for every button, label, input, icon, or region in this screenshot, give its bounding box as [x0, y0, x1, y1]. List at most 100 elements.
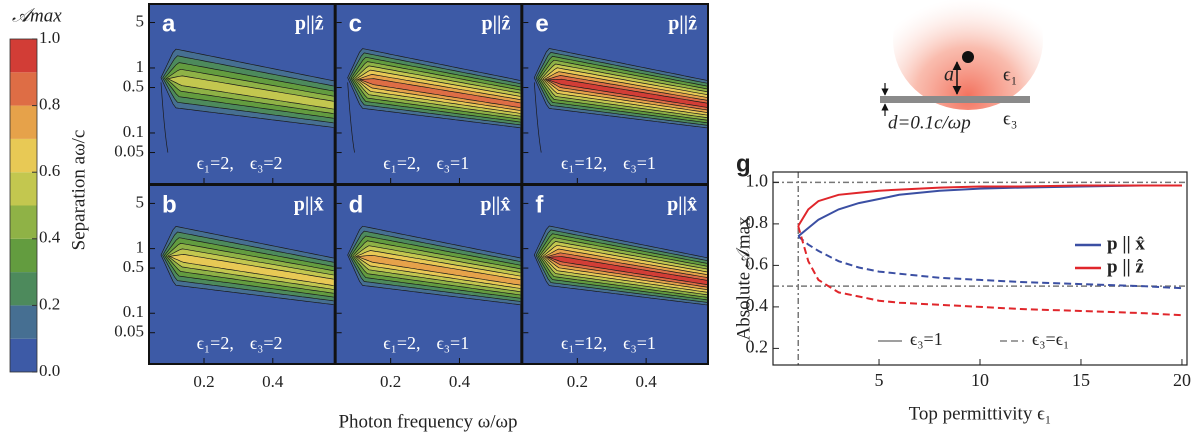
contour-band — [356, 254, 521, 286]
panel-polarization: p||x̂ — [294, 194, 324, 216]
contour-panel: e p||ẑ ϵ₁=12, ϵ₃=1 — [523, 5, 707, 183]
y-axis-label: Separation aω/c — [68, 130, 89, 251]
y-tick-label: 5 — [136, 192, 145, 211]
y-tick-label: 1 — [136, 57, 145, 76]
x-tick-label: 15 — [1072, 370, 1090, 390]
colorbar-band — [10, 338, 37, 372]
panel-eps1: ϵ₁=12, — [561, 153, 607, 173]
eps1-label: ϵ₁ — [1003, 64, 1017, 85]
colorbar-band — [10, 205, 37, 239]
panel-eps3: ϵ₃=1 — [437, 153, 470, 173]
schematic: a ϵ₁ ϵ₃ d=0.1c/ωp — [880, 0, 1043, 133]
x-tick-label: 0.2 — [567, 372, 588, 391]
panel-polarization: p||ẑ — [482, 13, 511, 35]
panel-eps1: ϵ₁=12, — [561, 333, 607, 353]
slab — [880, 96, 1030, 103]
contour-panel: a p||ẑ ϵ₁=2, ϵ₃=2 — [150, 5, 334, 183]
x-axis-label: Top permittivity ϵ₁ — [909, 403, 1052, 424]
contour-stem — [347, 82, 355, 153]
panel-eps1: ϵ₁=2, — [197, 333, 234, 353]
x-tick-label: 0.4 — [635, 372, 657, 391]
colorbar-band — [10, 238, 37, 273]
panel-polarization: p||x̂ — [667, 194, 697, 216]
colorbar-band — [10, 305, 37, 339]
colorbar-tick-label: 1.0 — [39, 28, 60, 47]
colorbar-band — [10, 272, 37, 306]
y-tick-label: 0.1 — [123, 302, 144, 321]
y-axis-label: Absolute 𝒜max — [733, 216, 754, 341]
panel-eps3: ϵ₃=1 — [623, 333, 656, 353]
colorbar-tick-label: 0.0 — [39, 361, 60, 380]
panel-eps1: ϵ₁=2, — [197, 153, 234, 173]
panel-letter: c — [349, 10, 362, 37]
panel-eps3: ϵ₃=1 — [623, 153, 656, 173]
x-tick-label: 0.2 — [193, 372, 214, 391]
y-tick-label: 0.05 — [114, 322, 144, 341]
contour-band — [168, 254, 334, 286]
y-tick-label: 1.0 — [746, 171, 769, 191]
x-tick-label: 5 — [875, 370, 884, 390]
y-tick-label: 0.05 — [114, 141, 144, 160]
emitter — [962, 51, 974, 63]
contour-band — [166, 75, 334, 110]
contour-band — [547, 256, 707, 285]
colorbar-tick-label: 0.2 — [39, 294, 60, 313]
colorbar-band — [10, 138, 37, 173]
contour-bands — [533, 48, 707, 129]
panel-polarization: p||x̂ — [480, 194, 510, 216]
panel-eps1: ϵ₁=2, — [383, 153, 420, 173]
panel-letter: f — [535, 191, 544, 218]
x-axis-label: Photon frequency ω/ωp — [338, 411, 517, 432]
panel-letter: b — [162, 191, 177, 218]
x-tick-label: 0.4 — [262, 372, 284, 391]
y-tick-label: 0.8 — [746, 212, 769, 232]
y-tick-label: 0.6 — [746, 254, 769, 274]
y-tick-label: 5 — [136, 11, 145, 30]
y-tick-label: 0.5 — [123, 257, 144, 276]
y-tick-label: 0.2 — [746, 337, 769, 357]
colorbar-title: 𝒜max — [12, 5, 62, 26]
legend-label: ϵ₃=ϵ₁ — [1032, 329, 1069, 349]
contour-panel: f p||x̂ ϵ₁=12, ϵ₃=1 — [523, 186, 707, 363]
contour-bands — [160, 226, 334, 306]
data-line — [797, 235, 1183, 290]
y-tick-label: 0.5 — [123, 76, 144, 95]
thickness-label: d=0.1c/ωp — [888, 112, 971, 133]
colorbar-tick-label: 0.8 — [39, 95, 60, 114]
contour-bands — [533, 225, 707, 306]
panel-eps3: ϵ₃=2 — [250, 153, 283, 173]
data-line — [797, 184, 1182, 227]
panel-eps3: ϵ₃=2 — [250, 333, 283, 353]
separation-label: a — [944, 64, 954, 86]
colorbar-band — [10, 72, 37, 106]
panel-eps1: ϵ₁=2, — [383, 333, 420, 353]
x-tick-label: 0.4 — [449, 372, 471, 391]
contour-bands — [347, 225, 521, 306]
x-tick-label: 10 — [971, 370, 989, 390]
eps3-label: ϵ₃ — [1003, 108, 1017, 129]
y-tick-label: 0.4 — [746, 295, 769, 315]
contour-stem — [160, 82, 169, 153]
panel-letter: d — [349, 191, 364, 218]
y-tick-label: 0.1 — [123, 122, 144, 141]
panel-letter: a — [162, 10, 176, 37]
colorbar-tick-label: 0.6 — [39, 161, 60, 180]
legend-label: p || x̂ — [1107, 233, 1145, 254]
colorbar-tick-label: 0.4 — [39, 228, 61, 247]
colorbar-band — [10, 172, 37, 206]
contour-panel: d p||x̂ ϵ₁=2, ϵ₃=1 — [336, 186, 521, 363]
panel-polarization: p||ẑ — [668, 13, 697, 35]
colorbar-frame — [9, 38, 38, 373]
colorbar-band — [10, 39, 37, 73]
contour-bands — [160, 48, 334, 128]
contour-stem — [533, 82, 542, 153]
colorbar-band — [10, 105, 37, 139]
x-tick-label: 0.2 — [380, 372, 401, 391]
data-line — [797, 225, 1183, 317]
y-tick-label: 1 — [136, 238, 145, 257]
x-tick-label: 20 — [1173, 370, 1191, 390]
contour-band — [359, 78, 521, 109]
legend-label: p || ẑ — [1107, 256, 1144, 277]
panel-eps3: ϵ₃=1 — [437, 333, 470, 353]
